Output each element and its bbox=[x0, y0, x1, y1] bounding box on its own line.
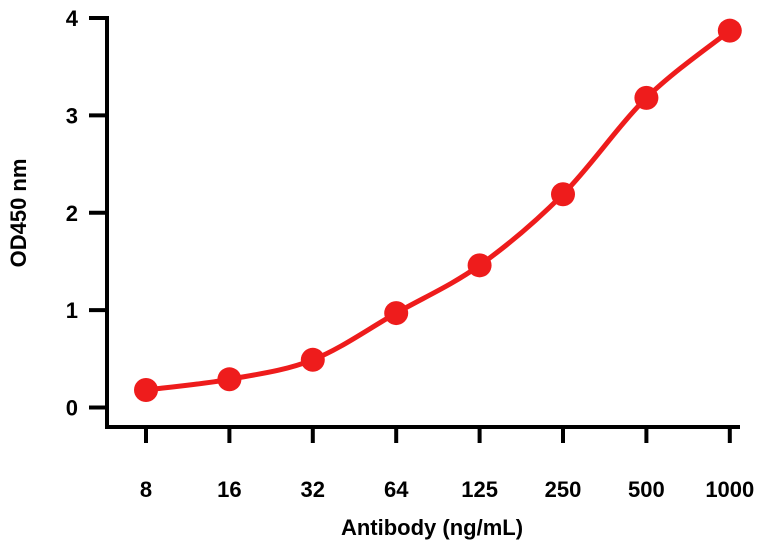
point bbox=[217, 367, 242, 392]
point bbox=[551, 182, 575, 207]
x-axis-title: Antibody (ng/mL) bbox=[341, 515, 523, 540]
x-tick-label: 16 bbox=[217, 477, 241, 502]
y-tick-label: 0 bbox=[66, 396, 78, 421]
x-tick-label: 64 bbox=[384, 477, 409, 502]
point bbox=[384, 301, 409, 326]
point bbox=[467, 253, 492, 278]
point bbox=[300, 347, 325, 372]
x-tick-label: 500 bbox=[628, 477, 665, 502]
y-tick-label: 2 bbox=[66, 201, 78, 226]
point bbox=[717, 18, 742, 43]
y-tick-label: 1 bbox=[66, 298, 78, 323]
point bbox=[634, 85, 659, 110]
y-axis-title: OD450 nm bbox=[6, 159, 31, 268]
y-tick-label: 4 bbox=[66, 6, 79, 31]
x-tick-label: 32 bbox=[301, 477, 325, 502]
x-tick-label: 125 bbox=[461, 477, 498, 502]
x-tick-label: 1000 bbox=[705, 477, 754, 502]
curve bbox=[145, 28, 732, 393]
x-tick-label: 8 bbox=[140, 477, 152, 502]
point bbox=[134, 377, 158, 402]
x-tick-label: 250 bbox=[545, 477, 582, 502]
y-tick-label: 3 bbox=[66, 103, 78, 128]
